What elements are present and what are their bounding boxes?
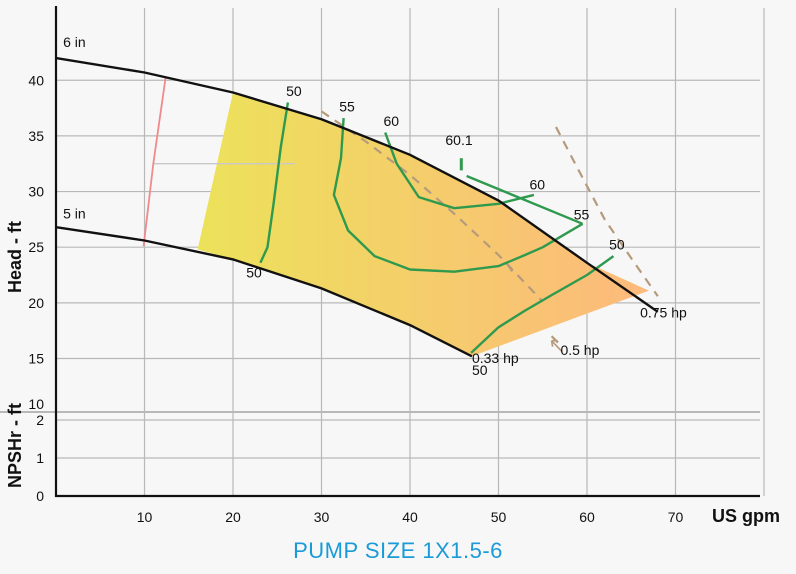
efficiency-curve	[259, 102, 290, 264]
power-curve	[555, 126, 659, 297]
curve-label: 5 in	[63, 205, 86, 221]
curve-label: 6 in	[63, 34, 86, 50]
y-tick-label: 20	[28, 295, 44, 311]
x-tick-label: 50	[491, 509, 507, 525]
operating-region-fill	[197, 92, 649, 357]
y-tick-label: 15	[28, 351, 44, 367]
y2-tick-label: 1	[36, 450, 44, 466]
npsh-curve	[142, 76, 167, 247]
y-tick-label: 25	[28, 239, 44, 255]
curve-label: 0.5 hp	[560, 342, 599, 358]
impeller-curve	[56, 56, 659, 313]
curve-label: 50	[472, 362, 488, 378]
efficiency-curve	[384, 132, 535, 210]
impeller-curve	[56, 226, 473, 358]
curve-label: 60	[529, 176, 545, 192]
pump-size-caption: PUMP SIZE 1X1.5-6	[293, 538, 503, 563]
curve-label: 60.1	[445, 132, 472, 148]
y2-tick-label: 2	[36, 412, 44, 428]
x-tick-label: 10	[137, 509, 153, 525]
y-tick-label: 40	[28, 72, 44, 88]
y2-tick-label: 0	[36, 488, 44, 504]
y2-axis-label: NPSHr - ft	[5, 403, 25, 488]
power-curve	[506, 263, 518, 278]
efficiency-curve	[466, 174, 584, 225]
x-tick-label: 70	[668, 509, 684, 525]
x-tick-label: 40	[402, 509, 418, 525]
power-arrow	[550, 339, 563, 353]
curve-label: 55	[339, 98, 355, 114]
axes	[54, 6, 760, 498]
y-axis-label: Head - ft	[5, 221, 25, 293]
curve-label: 0.33 hp	[472, 350, 519, 366]
curve-label: 50	[609, 236, 625, 252]
curve-label: 55	[574, 206, 590, 222]
x-tick-label: 20	[225, 509, 241, 525]
curve-label: 0.75 hp	[640, 304, 687, 320]
efficiency-curve	[332, 118, 584, 273]
curve-label: 60	[383, 113, 399, 129]
efficiency-curve	[470, 255, 615, 354]
x-tick-label: 30	[314, 509, 330, 525]
y-tick-label: 35	[28, 128, 44, 144]
curve-label: 50	[246, 264, 262, 280]
curve-label: 50	[286, 83, 302, 99]
tick-labels: 10 20 30 40 50 60 70 15 20 25 30 35 40 10 0 1 2	[28, 72, 683, 525]
operating-region	[197, 92, 649, 357]
y-tick-label: 30	[28, 184, 44, 200]
curves-layer	[56, 56, 659, 358]
x-tick-label: 60	[579, 509, 595, 525]
y-tick-label: 10	[28, 396, 44, 412]
x-axis-label: US gpm	[712, 506, 780, 526]
